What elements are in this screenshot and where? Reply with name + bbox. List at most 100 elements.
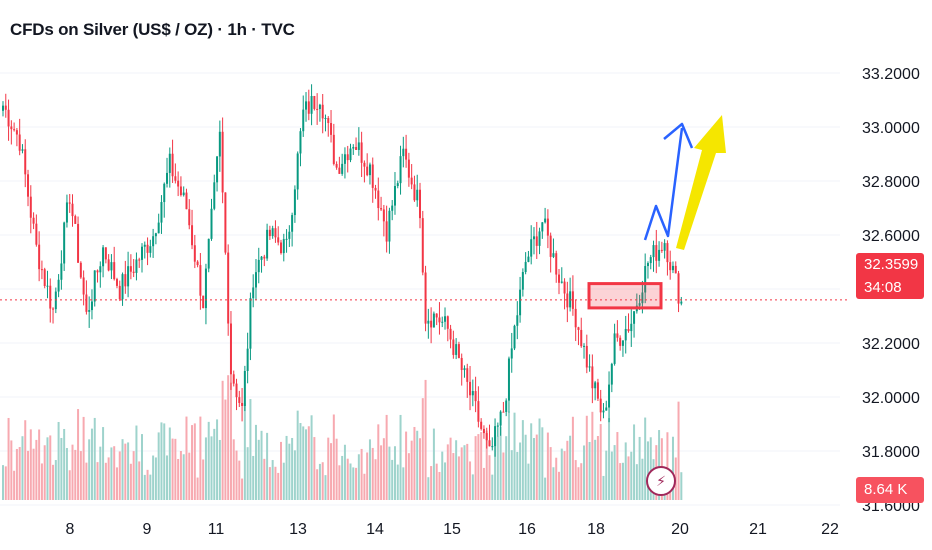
volume-bar bbox=[677, 401, 680, 500]
candle-body bbox=[563, 281, 566, 294]
candle-body bbox=[302, 109, 305, 132]
candle-body bbox=[469, 381, 472, 396]
volume-bar bbox=[163, 423, 166, 500]
candle-body bbox=[204, 268, 207, 309]
candle-body bbox=[238, 397, 241, 403]
volume-bar bbox=[118, 451, 121, 500]
candle-body bbox=[583, 345, 586, 347]
volume-bar bbox=[530, 423, 533, 500]
volume-bar bbox=[382, 438, 385, 500]
candle-body bbox=[613, 333, 616, 364]
price-tick-label: 33.0000 bbox=[862, 120, 920, 137]
candle-body bbox=[254, 272, 257, 288]
candle-body bbox=[88, 310, 91, 312]
candle-body bbox=[157, 222, 160, 234]
volume-bar bbox=[360, 448, 363, 500]
volume-bar bbox=[541, 427, 544, 500]
volume-bar bbox=[46, 437, 49, 500]
volume-bar bbox=[485, 430, 488, 500]
candle-body bbox=[435, 313, 438, 318]
candle-body bbox=[224, 192, 227, 253]
candle-body bbox=[107, 259, 110, 271]
volume-bar bbox=[21, 436, 24, 500]
candle-body bbox=[280, 242, 282, 254]
volume-bar bbox=[154, 457, 157, 500]
volume-bar bbox=[96, 462, 99, 500]
volume-bar bbox=[13, 470, 16, 500]
candle-body bbox=[177, 180, 180, 187]
candle-body bbox=[118, 285, 121, 300]
volume-bar bbox=[535, 434, 538, 500]
candle-body bbox=[541, 222, 544, 232]
candle-body bbox=[229, 323, 232, 375]
volume-bar bbox=[218, 439, 221, 500]
volume-bar bbox=[349, 463, 352, 500]
volume-bar bbox=[330, 443, 333, 500]
candle-body bbox=[63, 222, 66, 264]
volume-bar bbox=[104, 462, 107, 500]
price-tick-label: 33.2000 bbox=[862, 66, 920, 83]
projection-arrow-line bbox=[643, 127, 684, 241]
volume-bar bbox=[143, 474, 146, 500]
candle-body bbox=[549, 235, 552, 257]
candle-body bbox=[577, 327, 580, 330]
volume-bars bbox=[2, 375, 683, 500]
candle-body bbox=[243, 370, 246, 406]
candle-body bbox=[552, 253, 555, 257]
volume-bar bbox=[238, 460, 241, 500]
candle-body bbox=[43, 269, 46, 286]
volume-bar bbox=[571, 416, 574, 500]
volume-bar bbox=[363, 473, 366, 500]
candle-body bbox=[49, 285, 52, 309]
volume-bar bbox=[332, 414, 335, 500]
candle-body bbox=[630, 323, 633, 332]
candle-body bbox=[388, 210, 391, 242]
volume-bar bbox=[2, 465, 4, 500]
time-tick-label: 8 bbox=[66, 521, 75, 538]
candle-body bbox=[335, 163, 338, 168]
volume-bar bbox=[29, 429, 32, 500]
volume-bar bbox=[160, 422, 163, 500]
volume-bar bbox=[416, 430, 419, 500]
candle-body bbox=[610, 363, 613, 385]
volume-bar bbox=[449, 437, 452, 500]
candle-body bbox=[132, 271, 135, 273]
candle-body bbox=[591, 366, 594, 389]
lightning-bolt-icon[interactable]: ⚡︎ bbox=[646, 466, 676, 496]
volume-bar bbox=[7, 417, 10, 500]
candle-body bbox=[268, 229, 271, 237]
volume-bar bbox=[516, 451, 519, 500]
volume-bar bbox=[243, 403, 246, 500]
time-axis[interactable]: 8 9 11 13 14 15 16 18 20 21 22 bbox=[66, 521, 839, 538]
candle-body bbox=[185, 192, 188, 210]
last-volume-label: 8.64 K bbox=[856, 477, 924, 503]
volume-bar bbox=[199, 416, 202, 500]
candle-body bbox=[393, 185, 396, 206]
volume-bar bbox=[366, 452, 369, 500]
candle-body bbox=[519, 289, 522, 316]
candle-body bbox=[368, 164, 371, 176]
volume-bar bbox=[52, 464, 55, 500]
candle-body bbox=[260, 256, 263, 260]
volume-bar bbox=[355, 467, 358, 500]
candle-body bbox=[246, 348, 249, 371]
candle-body bbox=[143, 244, 146, 247]
candle-body bbox=[252, 287, 255, 299]
candle-body bbox=[410, 177, 413, 185]
candle-body bbox=[477, 401, 480, 422]
volume-bar bbox=[435, 463, 438, 500]
volume-bar bbox=[563, 451, 566, 500]
volume-bar bbox=[388, 446, 391, 500]
volume-bar bbox=[371, 447, 374, 500]
candle-body bbox=[471, 391, 474, 396]
candle-body bbox=[196, 261, 199, 266]
volume-bar bbox=[505, 436, 508, 500]
volume-bar bbox=[179, 450, 182, 500]
candle-body bbox=[502, 411, 505, 413]
candle-body bbox=[163, 183, 166, 203]
candle-body bbox=[649, 257, 652, 264]
candle-body bbox=[346, 154, 349, 161]
candle-body bbox=[27, 174, 30, 197]
